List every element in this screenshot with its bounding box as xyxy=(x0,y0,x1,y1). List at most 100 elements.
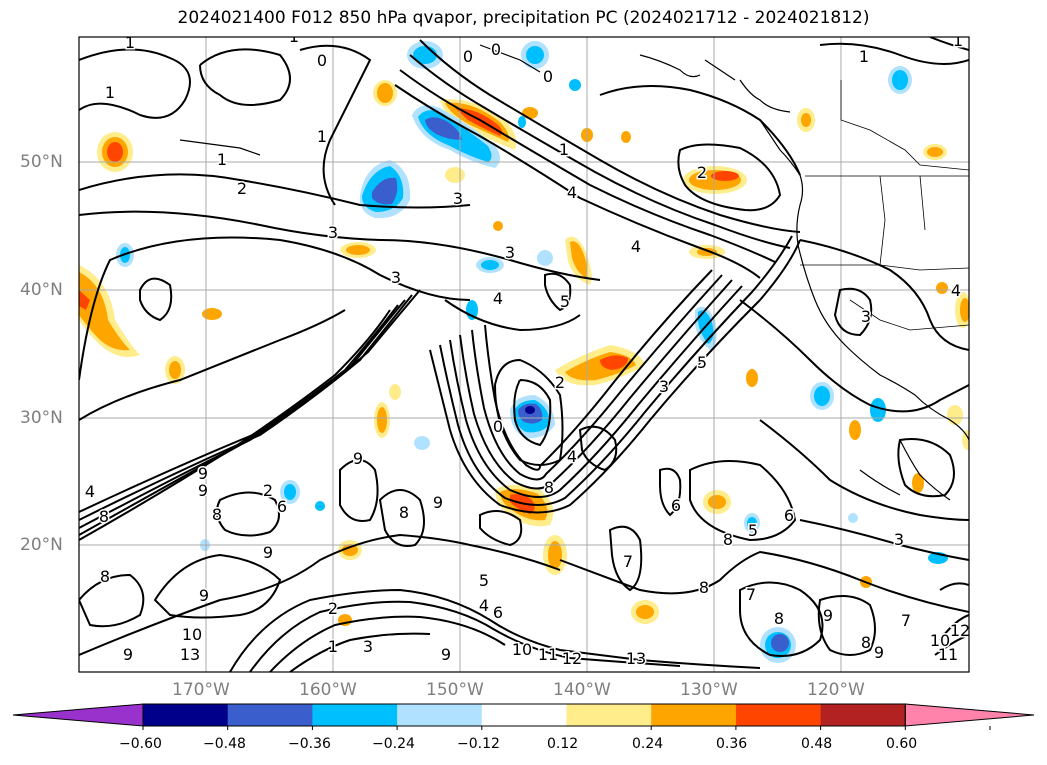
contour-label: 9 xyxy=(874,643,884,662)
precip-shading xyxy=(79,41,969,663)
colorbar-segment xyxy=(397,704,483,726)
contour-label: 9 xyxy=(433,493,443,512)
contour-label: 3 xyxy=(505,243,515,262)
contour-label: 2 xyxy=(263,481,273,500)
colorbar-segment xyxy=(227,704,313,726)
colorbar-tick: 0.36 xyxy=(716,736,748,752)
contour-label: 4 xyxy=(567,183,577,202)
contour-label: 5 xyxy=(479,571,489,590)
colorbar-tick: −0.24 xyxy=(372,736,415,752)
colorbar-segment xyxy=(735,704,822,726)
contour-label: 0 xyxy=(317,51,327,70)
contour-label: 9 xyxy=(441,645,451,664)
colorbar-tick: 0.24 xyxy=(632,736,664,752)
contour-label: 5 xyxy=(748,521,758,540)
contour-label: 3 xyxy=(453,189,463,208)
contour-label: 4 xyxy=(479,596,489,615)
colorbar-segment xyxy=(651,704,737,726)
colorbar-tick: −0.36 xyxy=(288,736,331,752)
contour-label: 8 xyxy=(212,505,222,524)
contour-label: 11 xyxy=(938,645,958,664)
contour-label: 6 xyxy=(493,603,503,622)
lon-label-160w: 160°W xyxy=(299,680,357,700)
contour-label: 8 xyxy=(544,478,554,497)
contour-label: 1 xyxy=(328,637,338,656)
map-title: 2024021400 F012 850 hPa qvapor, precipit… xyxy=(177,8,870,28)
contour-label: 4 xyxy=(567,447,577,466)
contour-label: 4 xyxy=(493,289,503,308)
contour-label: 1 xyxy=(289,27,299,46)
contour-label: 2 xyxy=(237,179,247,198)
coastlines xyxy=(179,44,969,501)
contour-label: 5 xyxy=(560,292,570,311)
contour-label: 5 xyxy=(697,353,707,372)
contour-label: 3 xyxy=(861,307,871,326)
colorbar-tick: −0.60 xyxy=(119,736,162,752)
contour-label: 10 xyxy=(512,640,532,659)
contour-label: 8 xyxy=(99,507,109,526)
lon-label-140w: 140°W xyxy=(553,680,611,700)
contour-label: 10 xyxy=(930,631,950,650)
contour-label: 8 xyxy=(861,633,871,652)
contour-label: 1 xyxy=(125,33,135,52)
contour-label: 2 xyxy=(697,163,707,182)
contour-label: 7 xyxy=(746,585,756,604)
colorbar-tick: 0.48 xyxy=(801,736,833,752)
contour-label: 2 xyxy=(555,373,565,392)
colorbar-tick: −0.12 xyxy=(457,736,500,752)
colorbar-tick: 0.60 xyxy=(886,736,918,752)
contour-label: 3 xyxy=(328,223,338,242)
lon-label-130w: 130°W xyxy=(680,680,738,700)
contour-label: 0 xyxy=(463,47,473,66)
contour-label: 13 xyxy=(180,645,200,664)
colorbar-tick: 0.12 xyxy=(547,736,579,752)
colorbar-segment xyxy=(143,704,229,726)
contour-label: 10 xyxy=(182,625,202,644)
contour-label: 9 xyxy=(353,449,363,468)
contour-label: 8 xyxy=(100,567,110,586)
lat-label-20: 20°N xyxy=(20,535,63,555)
contour-label: 8 xyxy=(723,530,733,549)
contour-label: 9 xyxy=(263,543,273,562)
colorbar-segment xyxy=(820,704,906,726)
contour-label: 1 xyxy=(217,150,227,169)
contour-label: 1 xyxy=(859,47,869,66)
lon-label-150w: 150°W xyxy=(426,680,484,700)
contour-label: 8 xyxy=(774,609,784,628)
map-frame xyxy=(78,36,970,673)
colorbar-segment xyxy=(312,704,398,726)
contour-label: 0 xyxy=(491,40,501,59)
contour-label: 1 xyxy=(105,83,115,102)
contour-label: 8 xyxy=(699,578,709,597)
contour-label: 2 xyxy=(328,599,338,618)
contour-label: 1 xyxy=(559,140,569,159)
qvapor-contours xyxy=(79,37,969,672)
contour-label: 4 xyxy=(951,281,961,300)
contour-label: 0 xyxy=(543,67,553,86)
contour-label: 7 xyxy=(623,552,633,571)
contour-label: 8 xyxy=(399,503,409,522)
contour-label: 6 xyxy=(671,496,681,515)
contour-label: 3 xyxy=(659,377,669,396)
contour-label: 13 xyxy=(626,649,646,668)
colorbar-extend-min xyxy=(12,703,144,727)
contour-label: 11 xyxy=(538,645,558,664)
contour-label: 9 xyxy=(198,481,208,500)
contour-label: 7 xyxy=(901,611,911,630)
lat-label-30: 30°N xyxy=(20,408,63,428)
colorbar-segment xyxy=(566,704,652,726)
contour-label: 0 xyxy=(493,417,503,436)
contour-label: 4 xyxy=(85,482,95,501)
contour-label: 4 xyxy=(631,237,641,256)
contour-label: 6 xyxy=(277,497,287,516)
contour-label: 3 xyxy=(391,268,401,287)
contour-label: 9 xyxy=(198,464,208,483)
contour-label: 9 xyxy=(823,606,833,625)
colorbar-outline xyxy=(142,703,906,727)
contour-label: 6 xyxy=(784,506,794,525)
contour-label: 12 xyxy=(562,649,582,668)
contour-label: 9 xyxy=(123,645,133,664)
lon-label-170w: 170°W xyxy=(172,680,230,700)
